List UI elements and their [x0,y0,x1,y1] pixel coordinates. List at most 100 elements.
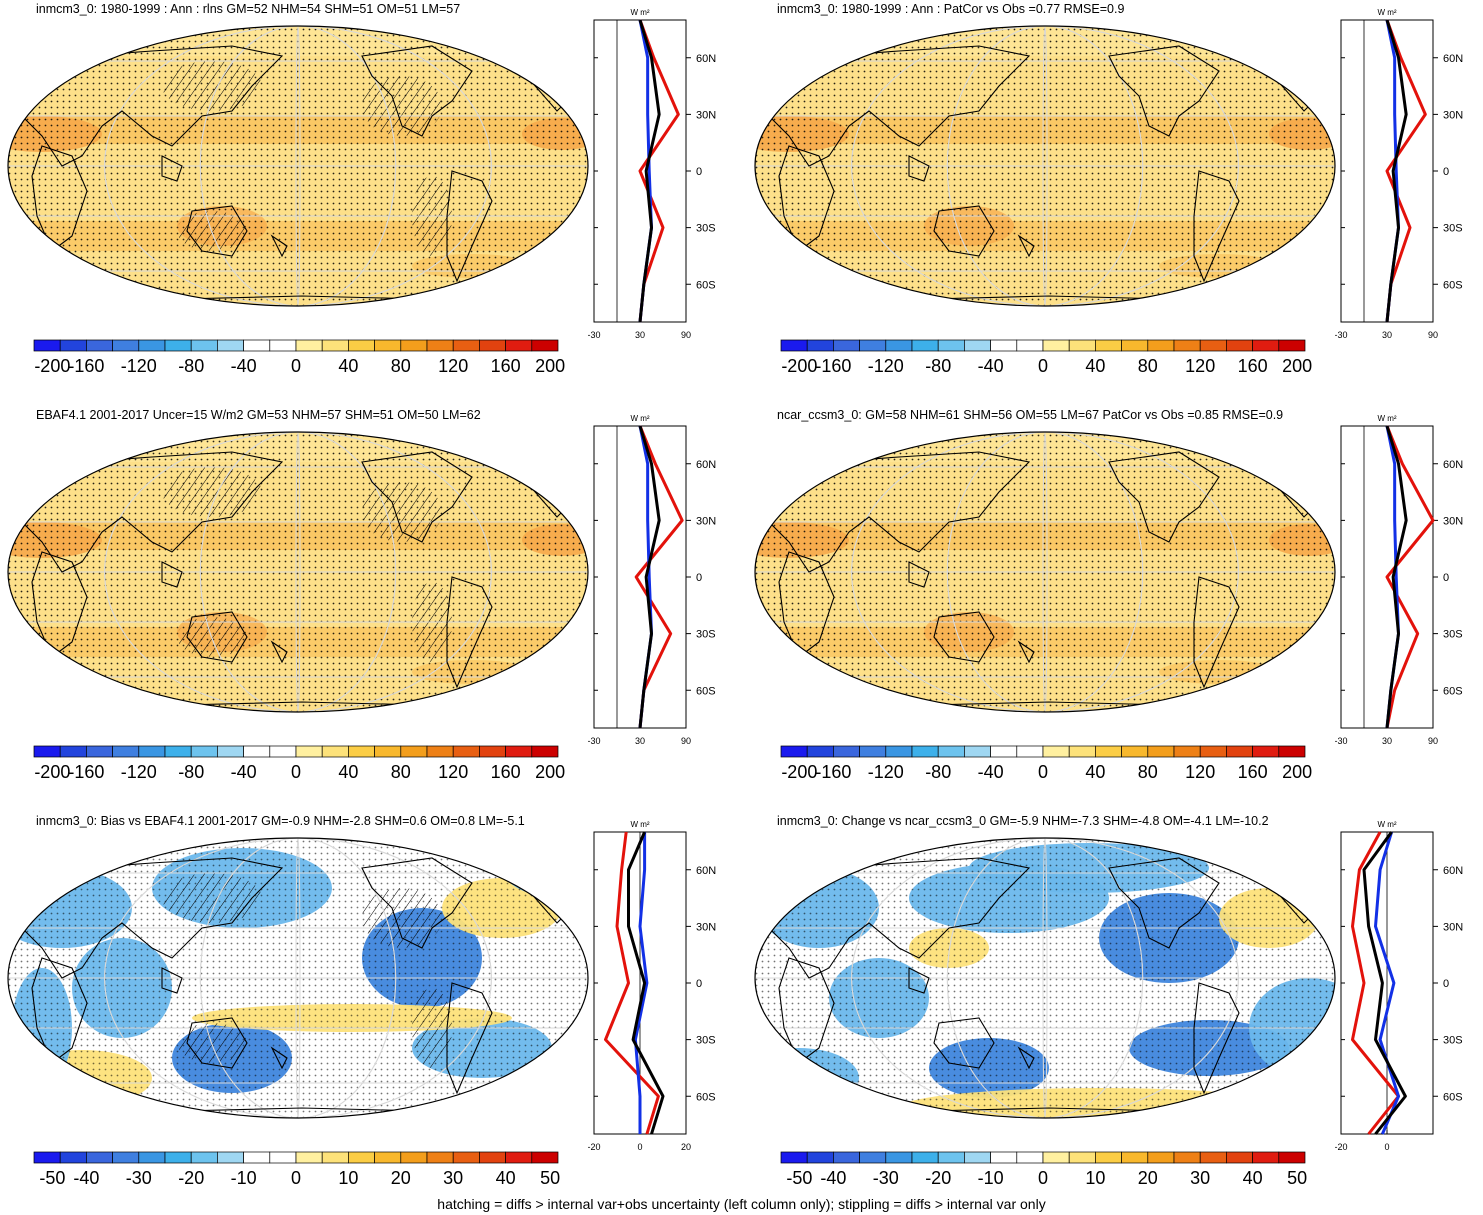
colorbar-swatch [505,339,533,352]
colorbar-swatch [348,339,375,352]
zonal-series-model [638,425,661,729]
colorbar-swatch [885,745,913,758]
colorbar-tick-label: -200 [781,762,817,780]
zonal-lat-tick-label: 30S [1443,223,1463,235]
colorbar-swatch [833,1151,860,1164]
zonal-lat-tick-label: 30S [696,629,716,641]
zonal-lat-tick-label: 0 [1443,572,1449,584]
colorbar-swatch [1252,339,1280,352]
world-map [754,431,1336,713]
colorbar-tick-label: -40 [978,356,1004,374]
colorbar-swatch [505,745,533,758]
colorbar-tick-label: -200 [34,762,70,780]
zonal-lat-tick-label: 60S [696,279,716,291]
colorbar-tick-label: -40 [231,762,257,780]
zonal-lat-tick-label: 30S [1443,629,1463,641]
colorbar-tick-label: 10 [338,1168,358,1186]
zonal-series-ref [604,831,660,1135]
zonal-mean-plot: W m² 60N 30N 0 30S 60S -30 30 90 [588,414,716,746]
colorbar-swatch [964,745,991,758]
colorbar-swatch [400,339,428,352]
zonal-x-tick-label: -20 [588,1142,601,1152]
colorbar-swatch [426,1151,454,1164]
colorbar-swatch [164,745,192,758]
colorbar-tick-label: 50 [1287,1168,1307,1186]
colorbar-tick-label: -160 [68,356,104,374]
zonal-x-tick-label: -30 [1335,330,1348,340]
colorbar-swatch [452,1151,480,1164]
panel-title: inmcm3_0: 1980-1999 : Ann : PatCor vs Ob… [777,2,1125,16]
colorbar-swatch [112,1151,140,1164]
colorbar: -200-160 -120 -80 -40 0 40 80 120 160 200 [780,339,1312,374]
world-map [7,25,589,307]
zonal-units-label: W m² [630,414,649,423]
colorbar-swatch [1226,339,1253,352]
zonal-lat-tick-label: 60S [1443,685,1463,697]
colorbar-swatch [1042,1151,1070,1164]
colorbar-swatch [348,745,375,758]
zonal-series-model [1385,19,1408,323]
panel-title: EBAF4.1 2001-2017 Uncer=15 W/m2 GM=53 NH… [36,408,481,422]
zonal-lat-tick-label: 30N [696,921,716,933]
colorbar-swatch [1199,339,1227,352]
colorbar-tick-label: -40 [73,1168,99,1186]
colorbar-swatch [190,339,218,352]
colorbar-swatch [59,339,87,352]
colorbar-swatch [1095,1151,1122,1164]
colorbar-tick-label: -50 [39,1168,65,1186]
world-map [7,431,589,713]
colorbar-swatch [859,1151,887,1164]
colorbar-swatch [164,1151,192,1164]
colorbar-tick-label: -80 [178,356,204,374]
colorbar-swatch [138,339,166,352]
colorbar-tick-label: -10 [231,1168,257,1186]
zonal-x-tick-label: -30 [1335,736,1348,746]
zonal-x-tick-label: 90 [1428,330,1438,340]
zonal-x-tick-label: -30 [588,330,601,340]
colorbar-swatch [1173,1151,1201,1164]
colorbar-tick-label: 200 [1282,356,1312,374]
colorbar: -50 -40 -30 -20 -10 0 10 20 30 40 50 [780,1151,1307,1186]
colorbar-swatch [911,745,939,758]
colorbar-swatch [937,1151,965,1164]
colorbar-tick-label: -120 [868,356,904,374]
zonal-lat-tick-label: 0 [1443,978,1449,990]
colorbar-tick-label: 20 [391,1168,411,1186]
zonal-x-tick-label: 30 [635,736,645,746]
zonal-lat-tick-label: 30N [696,515,716,527]
colorbar-swatch [780,1151,808,1164]
colorbar-swatch [1016,339,1044,352]
colorbar-tick-label: -40 [231,356,257,374]
colorbar-swatch [1278,339,1306,352]
colorbar-tick-label: -30 [126,1168,152,1186]
colorbar-tick-label: 120 [438,356,468,374]
zonal-x-tick-label: 90 [681,736,691,746]
colorbar-tick-label: 0 [291,1168,301,1186]
colorbar: -200-160 -120 -80 -40 0 40 80 120 160 200 [780,745,1312,780]
colorbar-swatch [1147,745,1175,758]
colorbar-swatch [321,745,349,758]
zonal-lat-tick-label: 60N [1443,53,1463,65]
zonal-series-obs [1374,831,1400,1135]
world-map [7,837,589,1119]
colorbar-swatch [885,339,913,352]
colorbar-tick-label: -20 [178,1168,204,1186]
zonal-units-label: W m² [630,8,649,17]
colorbar-swatch [217,1151,244,1164]
colorbar-tick-label: 80 [391,762,411,780]
colorbar-tick-label: -30 [873,1168,899,1186]
colorbar-swatch [505,1151,533,1164]
colorbar-swatch [400,1151,428,1164]
colorbar-tick-label: -120 [121,356,157,374]
colorbar-tick-label: 30 [1190,1168,1210,1186]
colorbar-swatch [964,339,991,352]
colorbar-swatch [295,1151,323,1164]
colorbar-swatch [452,745,480,758]
zonal-lat-tick-label: 0 [696,166,702,178]
zonal-mean-plot: W m² 60N 30N 0 30S 60S -30 30 90 [1335,8,1463,340]
colorbar-tick-label: -120 [121,762,157,780]
zonal-lat-tick-label: 30S [1443,1035,1463,1047]
colorbar-swatch [1278,745,1306,758]
colorbar-tick-label: 40 [496,1168,516,1186]
colorbar-swatch [217,339,244,352]
